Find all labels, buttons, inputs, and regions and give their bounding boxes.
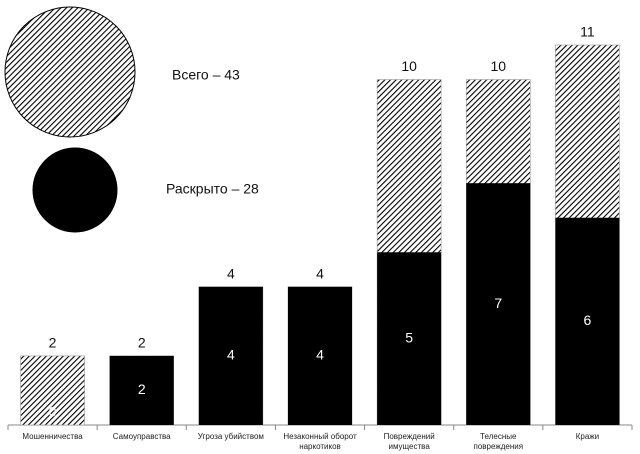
value-label: 4: [316, 266, 324, 282]
bar: [555, 217, 620, 425]
x-tick-label: Угроза убийством: [197, 432, 264, 441]
x-tick-label: Кражи: [575, 432, 600, 441]
legend-swatch: [4, 6, 136, 138]
value-label: 10: [401, 58, 417, 74]
value-label: 6: [584, 312, 592, 328]
value-label: 4: [227, 266, 235, 282]
bar: [466, 183, 531, 425]
value-label: 4: [316, 347, 324, 363]
bar: [198, 286, 263, 425]
legend-label: Раскрыто – 28: [166, 181, 259, 197]
x-tick-label: Незаконный оборот наркотиков: [283, 432, 357, 451]
value-label: 4: [227, 347, 235, 363]
x-tick-label: Повреждений имущества: [383, 432, 435, 451]
bar: [20, 355, 85, 426]
legend-label: Всего – 43: [172, 67, 240, 83]
value-label: 2: [138, 335, 146, 351]
bar: [377, 252, 442, 425]
x-tick-label: Телесные повреждения: [473, 432, 524, 451]
value-label: 5: [405, 329, 413, 345]
bar: [288, 286, 352, 425]
value-label: 0: [49, 404, 57, 420]
value-label: 7: [494, 295, 502, 311]
value-label: 2: [49, 335, 57, 351]
value-label: 2: [138, 381, 146, 397]
legend-swatch: [32, 147, 118, 233]
bar: [109, 355, 174, 425]
x-tick-label: Самоуправства: [112, 432, 171, 441]
x-tick-label: Мошенничества: [22, 432, 83, 441]
value-label: 11: [580, 24, 595, 40]
value-label: 10: [490, 58, 506, 74]
